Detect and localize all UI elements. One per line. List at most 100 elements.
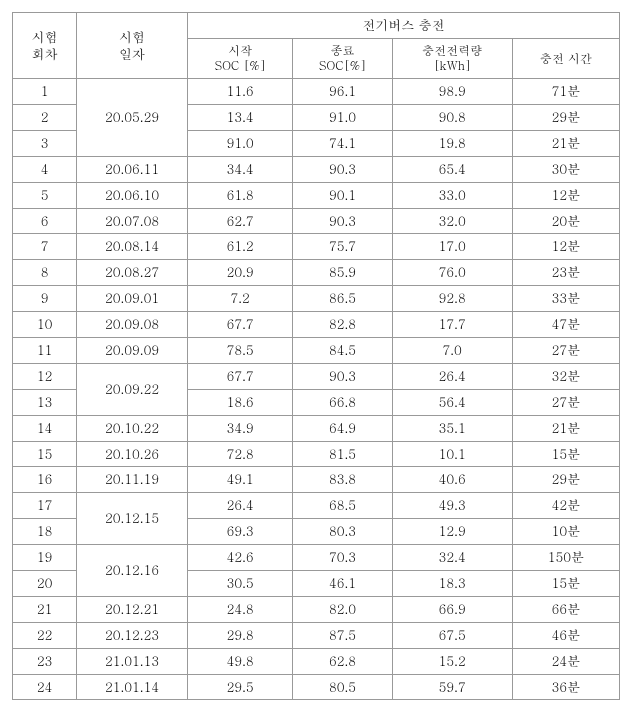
cell-test-number: 22 (13, 622, 77, 648)
cell-kwh: 98.9 (392, 79, 512, 105)
cell-test-number: 2 (13, 104, 77, 130)
cell-test-date: 20.08.27 (77, 260, 188, 286)
cell-end-soc: 70.3 (293, 545, 392, 571)
cell-charge-time: 27분 (512, 337, 619, 363)
cell-test-number: 4 (13, 156, 77, 182)
cell-end-soc: 91.0 (293, 104, 392, 130)
cell-end-soc: 66.8 (293, 389, 392, 415)
cell-end-soc: 90.3 (293, 363, 392, 389)
cell-test-date: 20.05.29 (77, 79, 188, 157)
cell-start-soc: 24.8 (187, 596, 293, 622)
cell-charge-time: 66분 (512, 596, 619, 622)
cell-charge-time: 46분 (512, 622, 619, 648)
cell-test-date: 20.11.19 (77, 467, 188, 493)
cell-kwh: 76.0 (392, 260, 512, 286)
cell-test-number: 17 (13, 493, 77, 519)
cell-test-number: 16 (13, 467, 77, 493)
cell-test-date: 20.06.11 (77, 156, 188, 182)
table-row: 520.06.1061.890.133.012분 (13, 182, 620, 208)
cell-test-date: 20.12.16 (77, 545, 188, 597)
cell-start-soc: 62.7 (187, 208, 293, 234)
cell-test-number: 8 (13, 260, 77, 286)
cell-charge-time: 21분 (512, 130, 619, 156)
cell-charge-time: 12분 (512, 182, 619, 208)
cell-start-soc: 13.4 (187, 104, 293, 130)
table-row: 2120.12.2124.882.066.966분 (13, 596, 620, 622)
cell-kwh: 26.4 (392, 363, 512, 389)
header-kwh: 충전전력량 [kWh] (392, 38, 512, 78)
table-row: 720.08.1461.275.717.012분 (13, 234, 620, 260)
cell-test-number: 1 (13, 79, 77, 105)
cell-test-date: 20.08.14 (77, 234, 188, 260)
cell-kwh: 32.0 (392, 208, 512, 234)
cell-charge-time: 150분 (512, 545, 619, 571)
cell-start-soc: 69.3 (187, 519, 293, 545)
cell-test-date: 20.09.22 (77, 363, 188, 415)
cell-test-number: 11 (13, 337, 77, 363)
cell-test-date: 21.01.13 (77, 648, 188, 674)
header-text: SOC[%] (319, 57, 366, 74)
header-text: 시작 (228, 42, 252, 59)
cell-kwh: 65.4 (392, 156, 512, 182)
table-header: 시험 회차 시험 일자 전기버스 충전 시작 SOC [%] 종료 SOC[%]… (13, 13, 620, 79)
table-row: 1520.10.2672.881.510.115분 (13, 441, 620, 467)
cell-kwh: 12.9 (392, 519, 512, 545)
cell-start-soc: 7.2 (187, 286, 293, 312)
cell-end-soc: 90.1 (293, 182, 392, 208)
cell-charge-time: 15분 (512, 571, 619, 597)
cell-kwh: 19.8 (392, 130, 512, 156)
cell-charge-time: 71분 (512, 79, 619, 105)
table-row: 1620.11.1949.183.840.629분 (13, 467, 620, 493)
table-row: 620.07.0862.790.332.020분 (13, 208, 620, 234)
table-row: 1020.09.0867.782.817.747분 (13, 312, 620, 338)
cell-kwh: 49.3 (392, 493, 512, 519)
header-charging-group: 전기버스 충전 (187, 13, 619, 39)
cell-test-number: 20 (13, 571, 77, 597)
cell-test-number: 14 (13, 415, 77, 441)
cell-test-date: 20.12.15 (77, 493, 188, 545)
cell-end-soc: 80.3 (293, 519, 392, 545)
cell-charge-time: 15분 (512, 441, 619, 467)
cell-charge-time: 42분 (512, 493, 619, 519)
cell-test-date: 20.06.10 (77, 182, 188, 208)
cell-charge-time: 47분 (512, 312, 619, 338)
cell-test-number: 18 (13, 519, 77, 545)
cell-kwh: 67.5 (392, 622, 512, 648)
cell-kwh: 66.9 (392, 596, 512, 622)
cell-charge-time: 36분 (512, 674, 619, 700)
cell-test-date: 20.09.09 (77, 337, 188, 363)
table-row: 1420.10.2234.964.935.121분 (13, 415, 620, 441)
cell-test-number: 24 (13, 674, 77, 700)
cell-kwh: 90.8 (392, 104, 512, 130)
cell-test-number: 3 (13, 130, 77, 156)
cell-kwh: 40.6 (392, 467, 512, 493)
cell-kwh: 17.7 (392, 312, 512, 338)
table-row: 1120.09.0978.584.57.027분 (13, 337, 620, 363)
cell-end-soc: 62.8 (293, 648, 392, 674)
header-charge-time: 충전 시간 (512, 38, 619, 78)
cell-start-soc: 34.4 (187, 156, 293, 182)
cell-charge-time: 29분 (512, 467, 619, 493)
header-text: 종료 (330, 42, 354, 59)
cell-end-soc: 81.5 (293, 441, 392, 467)
cell-end-soc: 86.5 (293, 286, 392, 312)
cell-end-soc: 74.1 (293, 130, 392, 156)
cell-start-soc: 61.2 (187, 234, 293, 260)
cell-charge-time: 12분 (512, 234, 619, 260)
cell-test-date: 20.09.08 (77, 312, 188, 338)
cell-start-soc: 61.8 (187, 182, 293, 208)
cell-charge-time: 21분 (512, 415, 619, 441)
cell-charge-time: 30분 (512, 156, 619, 182)
cell-test-number: 10 (13, 312, 77, 338)
cell-test-date: 20.09.01 (77, 286, 188, 312)
table-row: 820.08.2720.985.976.023분 (13, 260, 620, 286)
cell-kwh: 10.1 (392, 441, 512, 467)
cell-test-number: 15 (13, 441, 77, 467)
cell-end-soc: 82.8 (293, 312, 392, 338)
cell-test-number: 9 (13, 286, 77, 312)
table-row: 2220.12.2329.887.567.546분 (13, 622, 620, 648)
cell-start-soc: 11.6 (187, 79, 293, 105)
cell-end-soc: 90.3 (293, 208, 392, 234)
table-row: 120.05.2911.696.198.971분 (13, 79, 620, 105)
cell-kwh: 15.2 (392, 648, 512, 674)
